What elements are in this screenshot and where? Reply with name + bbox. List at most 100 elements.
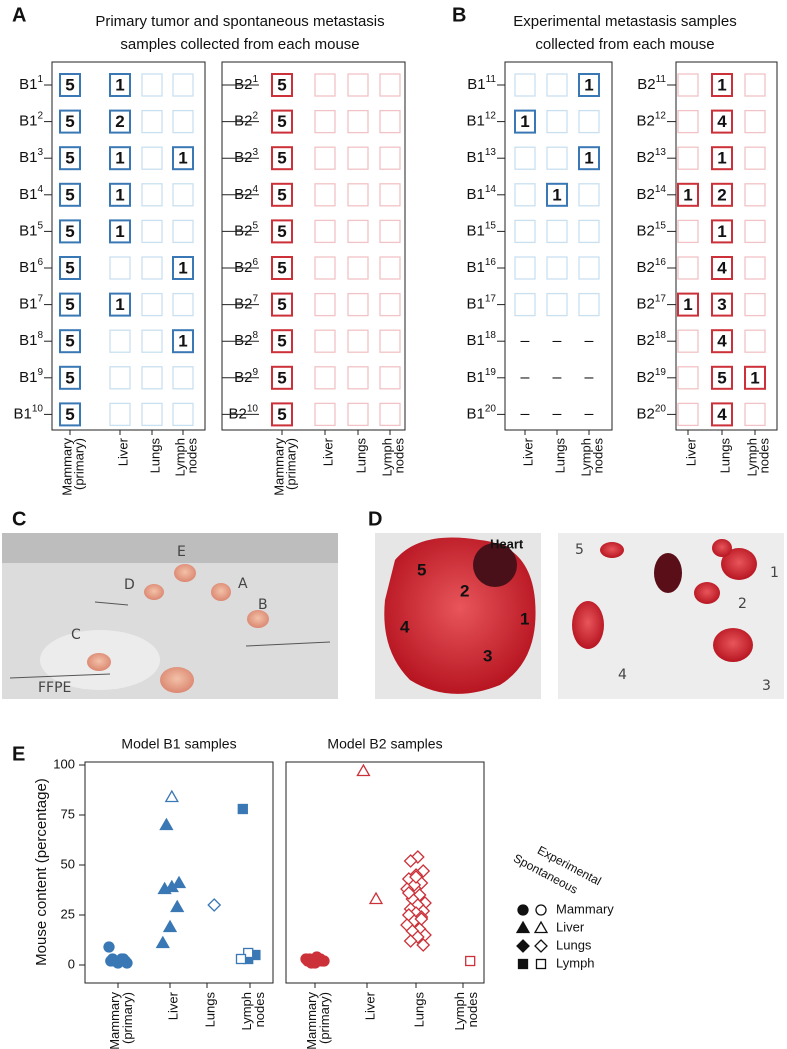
empty-box [109, 402, 131, 427]
point [103, 941, 115, 953]
empty-box [314, 146, 336, 170]
count-box [711, 73, 733, 97]
empty-box [172, 402, 194, 427]
column-label: Mammary [59, 438, 74, 496]
count: 5 [717, 368, 726, 387]
count-box [109, 292, 131, 317]
photo-label: Heart [490, 536, 524, 551]
row-label-sup: 11 [486, 74, 497, 85]
x-tick-label: (primary) [317, 992, 332, 1044]
row-label: B13 [19, 147, 43, 166]
y-tick-label: 0 [68, 956, 75, 971]
empty-box [379, 219, 401, 244]
row-label-sup: 9 [37, 366, 43, 377]
row-label: B219 [637, 366, 667, 385]
y-tick-label: 100 [53, 756, 75, 771]
row-label: B28 [234, 330, 258, 349]
empty-box [172, 73, 194, 97]
row-label-sup: 17 [655, 293, 667, 304]
empty-box [514, 219, 536, 244]
y-tick-label: 75 [61, 806, 75, 821]
photo-label: 1 [520, 609, 529, 628]
count-box [711, 146, 733, 171]
row-label-base: B2 [637, 222, 655, 239]
x-tick-label: Mammary [304, 992, 319, 1049]
legend-label: Mammary [556, 901, 614, 916]
empty-box [514, 146, 536, 170]
plot-title: Model B1 samples [121, 736, 236, 752]
count-box [271, 219, 293, 244]
column-label: Lungs [717, 438, 732, 474]
empty-box [578, 183, 600, 207]
count-box [711, 365, 733, 390]
row-label: B120 [467, 403, 497, 422]
count-box [59, 109, 81, 134]
empty-box [546, 73, 568, 97]
point [535, 958, 547, 970]
count: 5 [65, 295, 74, 314]
row-label-sup: 6 [252, 257, 258, 268]
empty-box [379, 256, 401, 280]
row-label-base: B2 [234, 186, 252, 203]
empty-box [172, 183, 194, 207]
row-label-sup: 20 [485, 403, 497, 414]
count-box [109, 109, 131, 134]
empty-box [109, 256, 131, 280]
point [517, 904, 529, 916]
count-box [578, 146, 600, 171]
row-label-base: B1 [19, 222, 37, 239]
empty-box [141, 219, 163, 244]
point [164, 879, 179, 893]
y-tick-label: 50 [61, 856, 75, 871]
count: 4 [717, 332, 727, 351]
count: 5 [277, 112, 286, 131]
empty-box [347, 146, 369, 170]
count-box [711, 402, 733, 427]
count-box [546, 182, 568, 207]
row-label-base: B1 [467, 222, 485, 239]
count-box [711, 292, 733, 317]
row-label-sup: 18 [655, 330, 667, 341]
legend-label: Lymph [556, 955, 595, 970]
column-label: nodes [391, 438, 406, 474]
row-label-base: B1 [467, 259, 485, 276]
point [302, 955, 314, 967]
empty-box [141, 366, 163, 390]
count: 5 [65, 368, 74, 387]
row-label-sup: 2 [252, 110, 258, 121]
row-label-sup: 13 [655, 147, 667, 158]
row-label-sup: 9 [252, 366, 258, 377]
row-label-base: B2 [637, 332, 655, 349]
column-label: Lungs [147, 438, 162, 474]
count: 5 [277, 368, 286, 387]
empty-box [379, 73, 401, 97]
empty-box [578, 109, 600, 134]
row-label: B26 [234, 257, 258, 276]
count: 5 [277, 258, 286, 277]
empty-box [578, 219, 600, 244]
column-label: Liver [115, 437, 130, 466]
count: 1 [683, 295, 692, 314]
empty-box [347, 73, 369, 97]
row-label-base: B2 [637, 259, 655, 276]
table-frame [504, 61, 613, 431]
empty-box [314, 183, 336, 207]
count-box [514, 109, 536, 134]
empty-box [141, 256, 163, 280]
empty-box [677, 109, 699, 134]
row-label-base: B1 [19, 186, 37, 203]
empty-box [379, 329, 401, 353]
empty-box [347, 256, 369, 280]
count-box [172, 256, 194, 280]
point [403, 934, 418, 948]
row-label-sup: 16 [655, 257, 667, 268]
count: 1 [584, 149, 593, 168]
row-label-base: B1 [19, 296, 37, 313]
row-label-sup: 11 [656, 74, 667, 85]
row-label-base: B1 [14, 405, 32, 422]
panel-title: samples collected from each mouse [120, 36, 359, 53]
empty-box [314, 109, 336, 134]
count: 1 [717, 149, 726, 168]
count: 1 [115, 149, 124, 168]
row-label: B210 [229, 403, 259, 422]
